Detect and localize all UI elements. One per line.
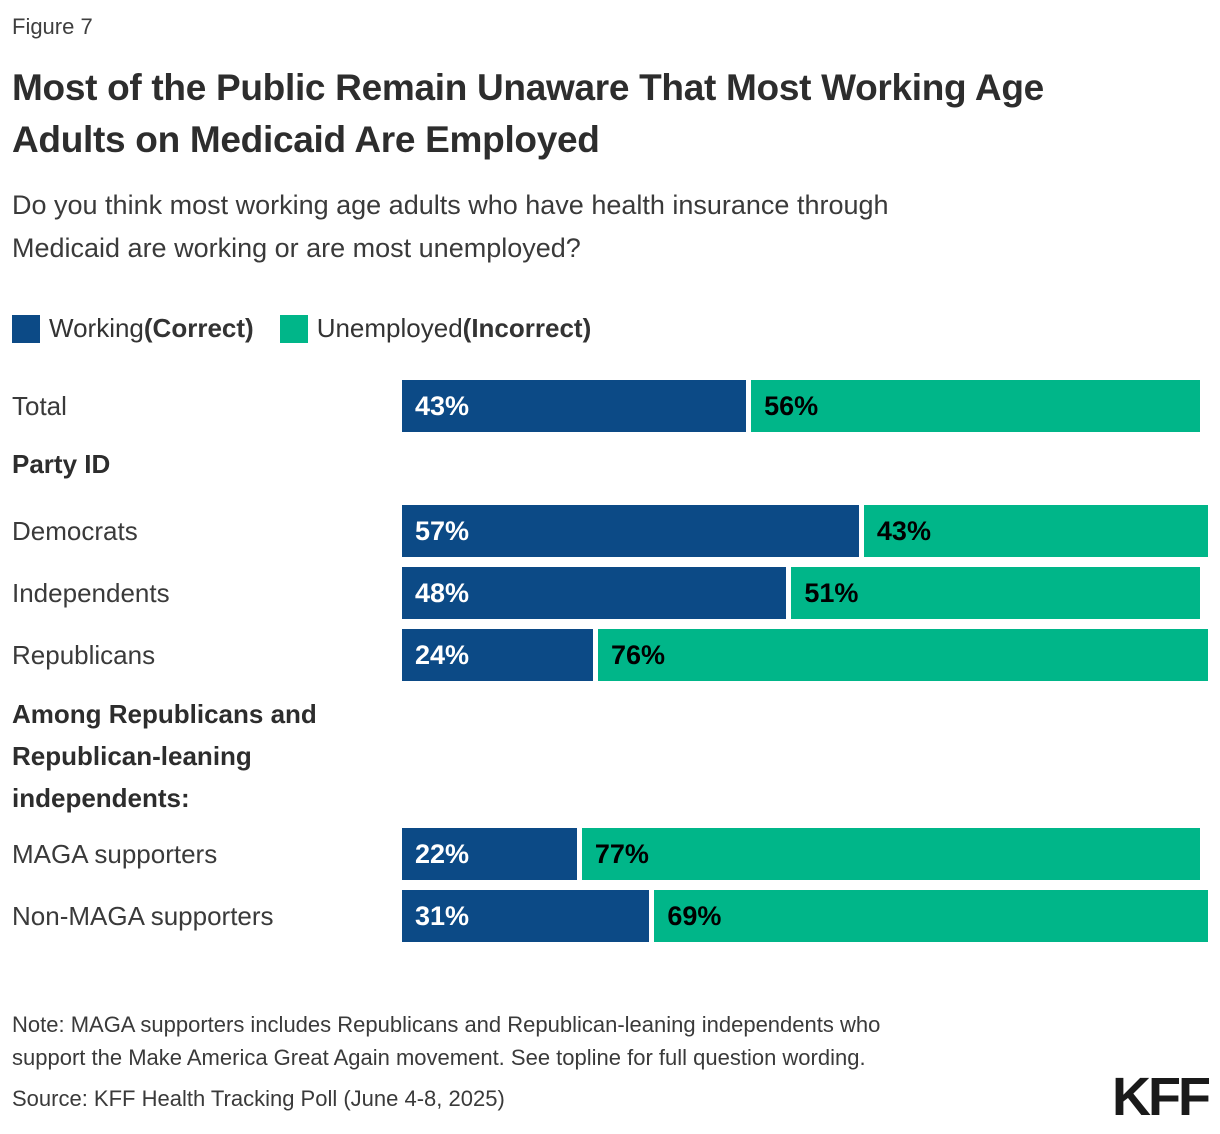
working-bar-segment: 24%	[402, 629, 593, 681]
question-subtitle-line-2: Medicaid are working or are most unemplo…	[12, 233, 581, 263]
legend: Working (Correct) Unemployed (Incorrect)	[12, 313, 591, 344]
legend-unemployed-label: Unemployed	[316, 313, 463, 343]
unemployed-bar-segment: 56%	[751, 380, 1200, 432]
working-value-label: 22%	[415, 838, 470, 869]
page-title-line-2: Adults on Medicaid Are Employed	[12, 119, 600, 160]
working-swatch-icon	[12, 314, 40, 343]
stacked-bar-chart: Total 43% 56% Party ID Democrats 57% 43% Indepe…	[12, 380, 1208, 952]
section-label-line: Among Republicans and	[12, 699, 317, 729]
working-bar-segment: 48%	[402, 567, 787, 619]
footnote-line-1: Note: MAGA supporters includes Republica…	[12, 1012, 881, 1037]
unemployed-bar-segment: 43%	[863, 505, 1208, 557]
question-subtitle: Do you think most working age adults who…	[12, 184, 1192, 270]
row-label-maga-supporters: MAGA supporters	[12, 838, 218, 869]
bar-track: 22% 77%	[402, 828, 1208, 880]
unemployed-value-label: 56%	[764, 390, 819, 421]
section-label-line: Party ID	[12, 449, 111, 479]
row-label-republicans: Republicans	[12, 639, 156, 670]
bar-track: 43% 56%	[402, 380, 1208, 432]
working-value-label: 24%	[415, 639, 470, 670]
bar-track: 57% 43%	[402, 505, 1208, 557]
figure-label: Figure 7	[12, 14, 93, 39]
working-bar-segment: 57%	[402, 505, 859, 557]
legend-item-unemployed: Unemployed (Incorrect)	[279, 313, 592, 344]
chart-row-democrats: Democrats 57% 43%	[12, 505, 1208, 557]
section-label-line: Republican-leaning	[12, 741, 252, 771]
working-bar-segment: 31%	[402, 890, 650, 942]
unemployed-value-label: 51%	[804, 577, 859, 608]
row-label-democrats: Democrats	[12, 515, 138, 546]
unemployed-swatch-icon	[279, 314, 308, 343]
working-value-label: 48%	[415, 577, 470, 608]
working-value-label: 43%	[415, 390, 470, 421]
bar-track: 31% 69%	[402, 890, 1208, 942]
footnote-line-2: support the Make America Great Again mov…	[12, 1045, 866, 1070]
unemployed-value-label: 77%	[594, 838, 649, 869]
chart-row-independents: Independents 48% 51%	[12, 567, 1208, 619]
row-label-non-maga-supporters: Non-MAGA supporters	[12, 900, 274, 931]
unemployed-bar-segment: 76%	[597, 629, 1208, 681]
kff-logo: KFF	[1112, 1067, 1211, 1127]
section-label-among-republicans-and-republican-leaning-independents: Among Republicans and Republican-leaning i…	[12, 693, 1208, 819]
unemployed-bar-segment: 69%	[654, 890, 1208, 942]
bar-track: 48% 51%	[402, 567, 1208, 619]
legend-unemployed-qualifier: (Incorrect)	[462, 313, 592, 343]
section-label-party-id: Party ID	[12, 448, 1208, 480]
source-line: Source: KFF Health Tracking Poll (June 4…	[12, 1086, 505, 1111]
working-value-label: 57%	[415, 515, 470, 546]
working-bar-segment: 22%	[402, 828, 577, 880]
page-title-line-1: Most of the Public Remain Unaware That M…	[12, 67, 1044, 108]
bar-track: 24% 76%	[402, 629, 1208, 681]
legend-working-label: Working	[49, 313, 144, 343]
row-label-total: Total	[12, 390, 67, 421]
legend-item-working: Working (Correct)	[12, 313, 254, 344]
page-title: Most of the Public Remain Unaware That M…	[12, 62, 1192, 166]
chart-row-total: Total 43% 56%	[12, 380, 1208, 432]
footnote: Note: MAGA supporters includes Republica…	[12, 1008, 880, 1074]
unemployed-bar-segment: 77%	[581, 828, 1200, 880]
unemployed-value-label: 43%	[876, 515, 931, 546]
legend-working-qualifier: (Correct)	[143, 313, 254, 343]
chart-row-maga-supporters: MAGA supporters 22% 77%	[12, 828, 1208, 880]
question-subtitle-line-1: Do you think most working age adults who…	[12, 190, 889, 220]
unemployed-value-label: 76%	[610, 639, 665, 670]
unemployed-value-label: 69%	[667, 900, 722, 931]
section-label-line: independents:	[12, 783, 190, 813]
chart-row-non-maga-supporters: Non-MAGA supporters 31% 69%	[12, 890, 1208, 942]
chart-row-republicans: Republicans 24% 76%	[12, 629, 1208, 681]
working-bar-segment: 43%	[402, 380, 747, 432]
unemployed-bar-segment: 51%	[791, 567, 1200, 619]
row-label-independents: Independents	[12, 577, 170, 608]
working-value-label: 31%	[415, 900, 470, 931]
